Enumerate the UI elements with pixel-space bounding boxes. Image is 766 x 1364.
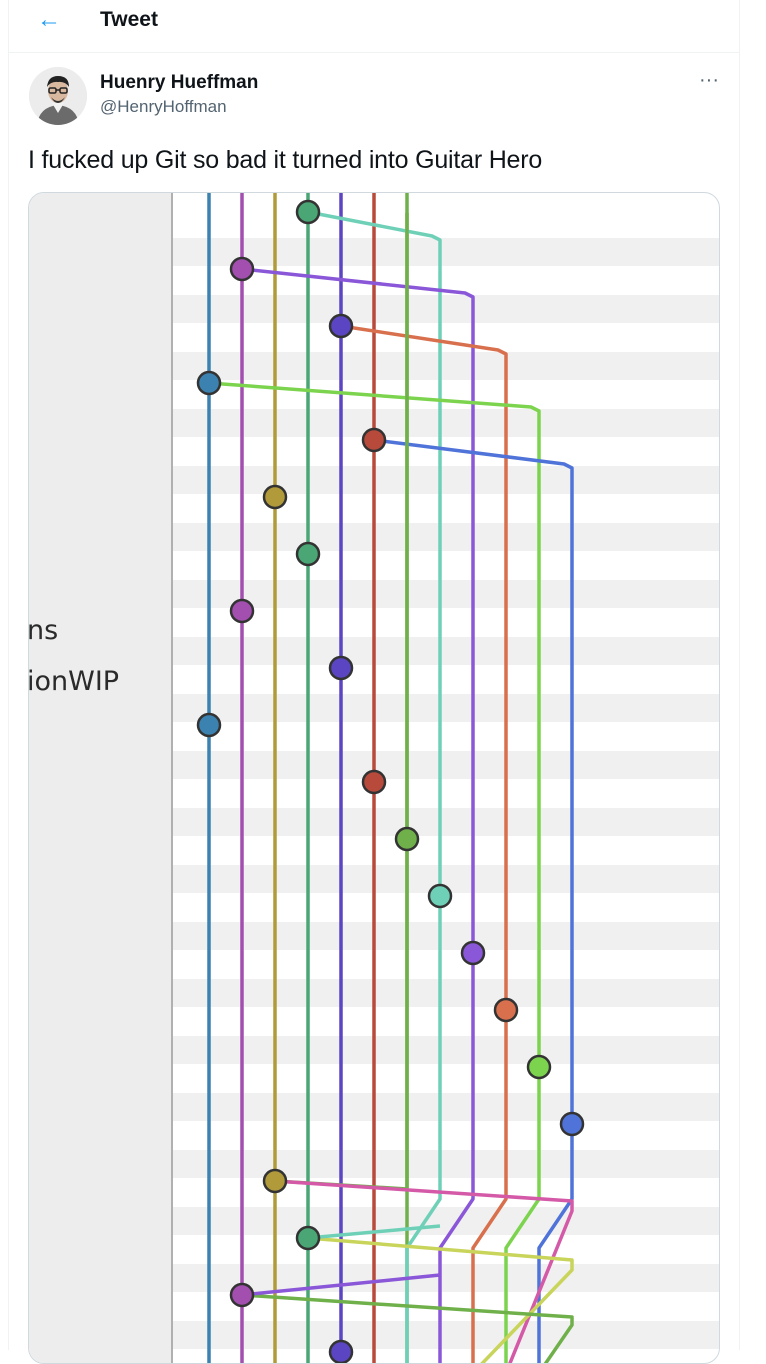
branch-line xyxy=(340,324,508,1363)
commit-node xyxy=(295,1225,321,1251)
commit-node xyxy=(196,370,222,396)
merge-line xyxy=(241,1273,441,1297)
commit-node xyxy=(361,427,387,453)
commit-node xyxy=(493,997,519,1023)
commit-node xyxy=(394,826,420,852)
row-stripe xyxy=(173,466,719,494)
branch-line xyxy=(307,210,442,1363)
merge-line xyxy=(241,1293,574,1363)
row-stripe xyxy=(173,352,719,380)
row-stripe xyxy=(173,694,719,722)
merge-line xyxy=(274,1179,574,1363)
row-stripe xyxy=(173,1321,719,1349)
commit-node xyxy=(229,598,255,624)
commit-node xyxy=(295,199,321,225)
commit-node xyxy=(229,1282,255,1308)
row-stripe xyxy=(173,808,719,836)
row-stripe xyxy=(173,979,719,1007)
branch-label: ionWIP xyxy=(29,666,119,697)
row-stripe xyxy=(173,1207,719,1235)
row-stripe xyxy=(173,580,719,608)
page-title: Tweet xyxy=(100,8,158,31)
row-stripe xyxy=(173,1150,719,1178)
commit-node xyxy=(328,655,354,681)
commit-node xyxy=(262,484,288,510)
commit-node xyxy=(427,883,453,909)
row-stripe xyxy=(173,751,719,779)
row-stripe xyxy=(173,922,719,950)
arrow-left-icon[interactable]: ← xyxy=(37,6,61,33)
commit-node xyxy=(328,1339,354,1363)
commit-node xyxy=(559,1111,585,1137)
tweet-image[interactable]: ns ionWIP xyxy=(28,192,720,1364)
row-stripe xyxy=(173,523,719,551)
page-header: ← Tweet xyxy=(9,0,739,53)
row-stripe xyxy=(173,409,719,437)
commit-node xyxy=(229,256,255,282)
commit-node xyxy=(262,1168,288,1194)
branch-label: ns xyxy=(29,615,58,646)
branch-line xyxy=(373,438,574,1363)
git-graph-image: ns ionWIP xyxy=(29,193,719,1363)
row-stripe xyxy=(173,1036,719,1064)
avatar[interactable] xyxy=(29,67,87,125)
tweet-column: ← Tweet Huenry Hueffman @HenryHoffman ··… xyxy=(8,0,740,1364)
merge-line xyxy=(307,1224,441,1240)
commit-node xyxy=(196,712,222,738)
author-name[interactable]: Huenry Hueffman xyxy=(100,72,259,93)
branch-line xyxy=(208,381,541,1363)
commit-node xyxy=(328,313,354,339)
row-stripe xyxy=(173,295,719,323)
more-dots-icon[interactable]: ··· xyxy=(699,69,719,91)
row-stripe xyxy=(173,637,719,665)
commit-node xyxy=(526,1054,552,1080)
commit-node xyxy=(361,769,387,795)
row-stripe xyxy=(173,238,719,266)
row-stripe xyxy=(173,1264,719,1292)
avatar-image xyxy=(29,67,87,125)
row-stripe xyxy=(173,1093,719,1121)
commit-node xyxy=(460,940,486,966)
graph-sidebar xyxy=(29,193,171,1363)
commit-node xyxy=(295,541,321,567)
merge-line xyxy=(307,1236,574,1363)
branch-line xyxy=(241,267,475,1363)
author-handle[interactable]: @HenryHoffman xyxy=(100,97,227,116)
tweet-text: I fucked up Git so bad it turned into Gu… xyxy=(28,146,543,174)
